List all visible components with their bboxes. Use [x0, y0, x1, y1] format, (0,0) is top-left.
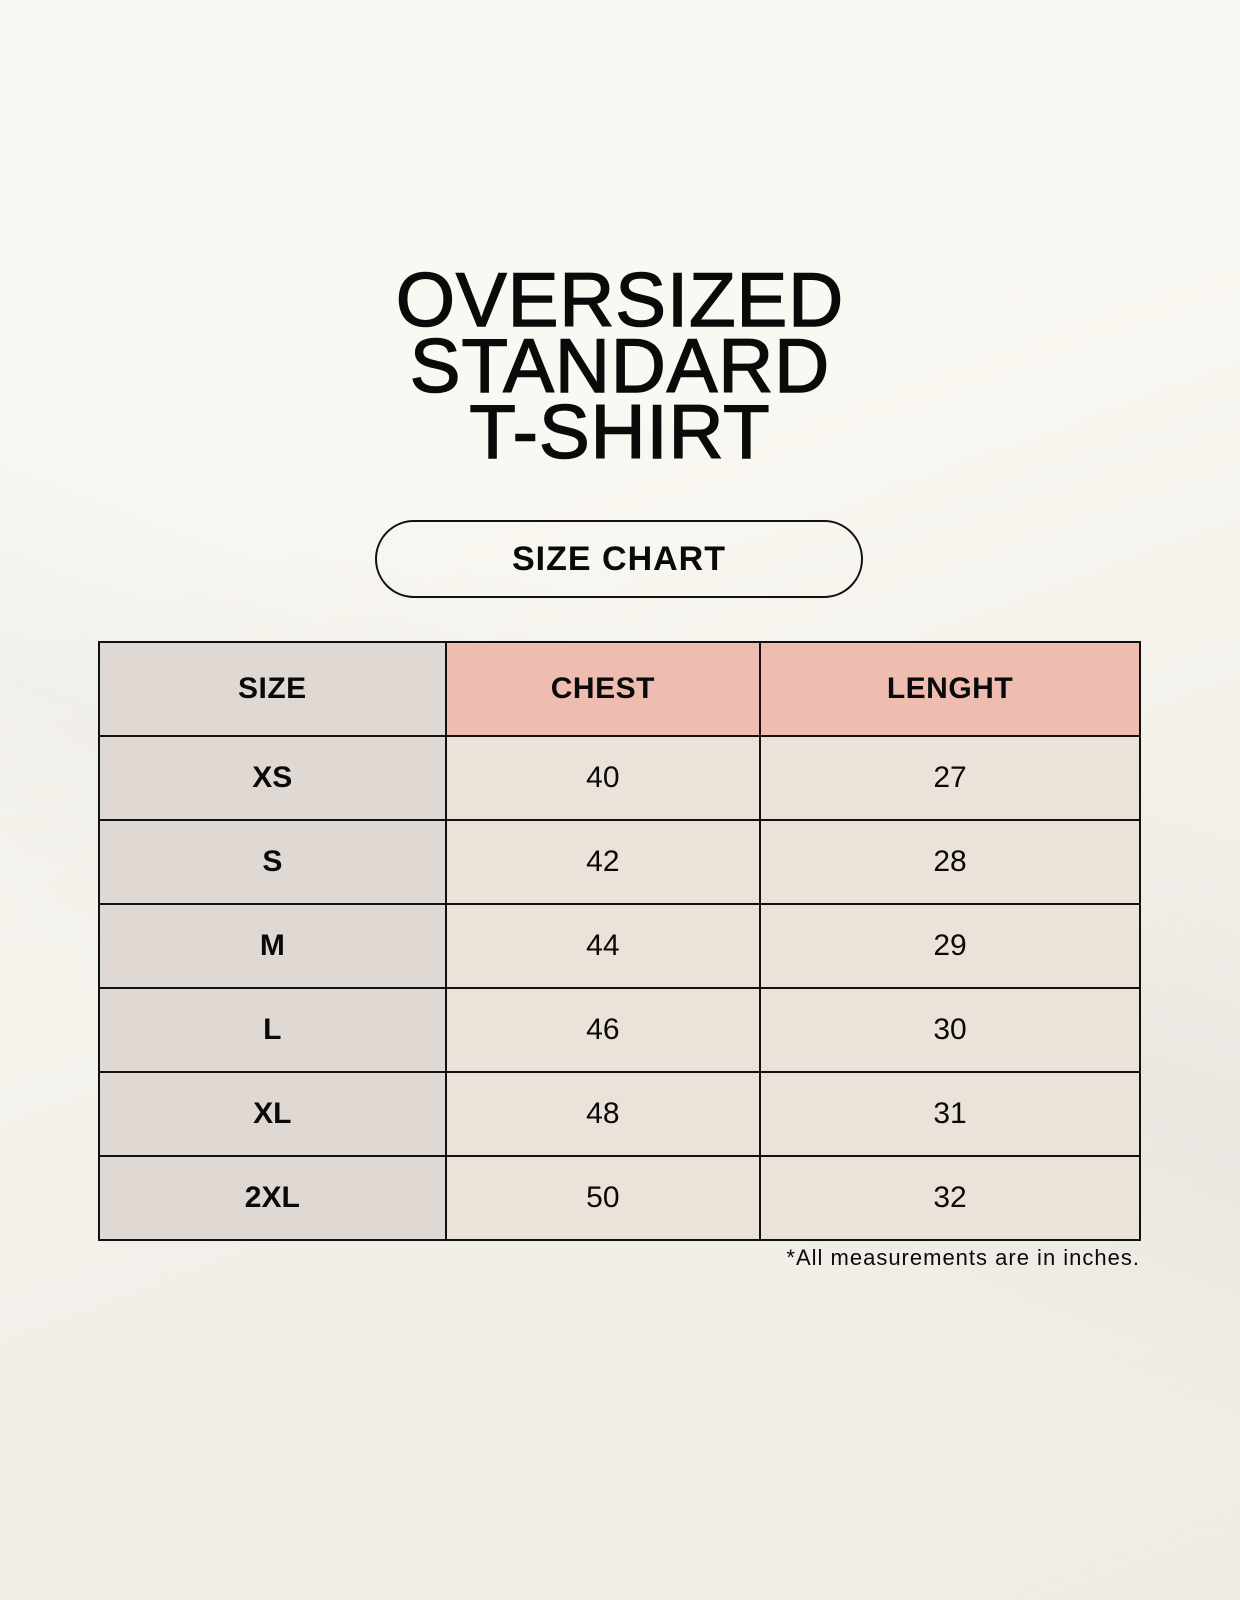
chest-cell: 40 [444, 735, 762, 821]
table-row: M 44 29 [98, 903, 1141, 989]
chest-cell: 42 [444, 819, 762, 905]
length-cell: 31 [759, 1071, 1141, 1157]
table-row: S 42 28 [98, 819, 1141, 905]
size-cell: 2XL [98, 1155, 447, 1241]
header-size: SIZE [98, 641, 447, 737]
chest-cell: 46 [444, 987, 762, 1073]
table-row: L 46 30 [98, 987, 1141, 1073]
table-row: XS 40 27 [98, 735, 1141, 821]
size-cell: XS [98, 735, 447, 821]
length-cell: 27 [759, 735, 1141, 821]
size-cell: S [98, 819, 447, 905]
table-header-row: SIZE CHEST LENGHT [98, 641, 1141, 737]
size-table: SIZE CHEST LENGHT XS 40 27 S 42 28 M 44 29 L 46 30 X… [98, 641, 1141, 1241]
size-cell: M [98, 903, 447, 989]
length-cell: 29 [759, 903, 1141, 989]
title-line: OVERSIZED [395, 258, 845, 343]
length-cell: 32 [759, 1155, 1141, 1241]
length-cell: 30 [759, 987, 1141, 1073]
table-row: XL 48 31 [98, 1071, 1141, 1157]
chest-cell: 50 [444, 1155, 762, 1241]
size-cell: L [98, 987, 447, 1073]
page-title: OVERSIZED STANDARD T-SHIRT [0, 258, 1240, 475]
chest-cell: 44 [444, 903, 762, 989]
footnote: *All measurements are in inches. [786, 1245, 1140, 1270]
table-row: 2XL 50 32 [98, 1155, 1141, 1241]
title-line: T-SHIRT [469, 390, 771, 475]
length-cell: 28 [759, 819, 1141, 905]
size-chart-badge: SIZE CHART [375, 520, 863, 598]
title-line: STANDARD [409, 324, 831, 409]
header-chest: CHEST [444, 641, 762, 737]
size-cell: XL [98, 1071, 447, 1157]
chest-cell: 48 [444, 1071, 762, 1157]
header-length: LENGHT [759, 641, 1141, 737]
